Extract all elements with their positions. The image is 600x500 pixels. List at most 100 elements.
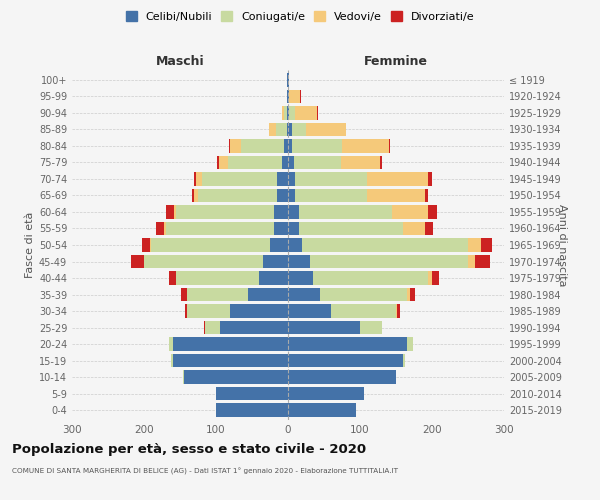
Bar [397, 304, 400, 318]
Bar [331, 304, 396, 318]
Bar [468, 238, 481, 252]
Bar [169, 338, 173, 350]
Bar [166, 206, 173, 218]
Bar [187, 288, 248, 301]
Y-axis label: Anni di nascita: Anni di nascita [557, 204, 567, 286]
Bar [432, 272, 439, 284]
Bar [176, 272, 259, 284]
Bar [302, 238, 468, 252]
Bar [299, 222, 403, 235]
Bar [288, 255, 310, 268]
Bar [185, 304, 187, 318]
Bar [176, 206, 274, 218]
Bar [288, 387, 364, 400]
Bar [295, 189, 367, 202]
Bar [288, 354, 403, 367]
Bar [288, 189, 295, 202]
Bar [187, 304, 230, 318]
Bar [299, 206, 392, 218]
Bar [313, 272, 428, 284]
Bar [295, 106, 317, 120]
Bar [277, 189, 288, 202]
Bar [468, 255, 475, 268]
Bar [320, 288, 407, 301]
Bar [284, 140, 288, 152]
Bar [481, 238, 492, 252]
Bar [288, 404, 356, 416]
Bar [164, 222, 166, 235]
Bar [274, 206, 288, 218]
Bar [288, 156, 294, 169]
Bar [144, 255, 263, 268]
Bar [277, 172, 288, 186]
Bar [166, 222, 274, 235]
Bar [131, 255, 144, 268]
Bar [270, 238, 288, 252]
Bar [248, 288, 288, 301]
Bar [263, 255, 288, 268]
Bar [288, 140, 292, 152]
Bar [241, 140, 284, 152]
Bar [288, 304, 331, 318]
Bar [230, 140, 241, 152]
Bar [294, 156, 341, 169]
Bar [184, 370, 288, 384]
Bar [360, 321, 382, 334]
Bar [392, 206, 428, 218]
Bar [288, 123, 292, 136]
Bar [288, 370, 396, 384]
Bar [259, 272, 288, 284]
Bar [202, 172, 277, 186]
Text: Femmine: Femmine [364, 56, 428, 68]
Bar [151, 238, 270, 252]
Bar [342, 140, 389, 152]
Bar [289, 106, 295, 120]
Legend: Celibi/Nubili, Coniugati/e, Vedovi/e, Divorziati/e: Celibi/Nubili, Coniugati/e, Vedovi/e, Di… [122, 8, 478, 25]
Bar [230, 304, 288, 318]
Y-axis label: Fasce di età: Fasce di età [25, 212, 35, 278]
Bar [341, 156, 380, 169]
Bar [288, 272, 313, 284]
Bar [281, 156, 288, 169]
Bar [142, 238, 151, 252]
Bar [428, 206, 437, 218]
Bar [292, 140, 342, 152]
Bar [288, 238, 302, 252]
Text: COMUNE DI SANTA MARGHERITA DI BELICE (AG) - Dati ISTAT 1° gennaio 2020 - Elabora: COMUNE DI SANTA MARGHERITA DI BELICE (AG… [12, 468, 398, 474]
Bar [274, 222, 288, 235]
Bar [380, 156, 382, 169]
Bar [292, 123, 306, 136]
Bar [155, 222, 164, 235]
Bar [288, 206, 299, 218]
Bar [407, 288, 410, 301]
Bar [227, 156, 281, 169]
Bar [389, 140, 390, 152]
Bar [288, 338, 407, 350]
Bar [276, 123, 287, 136]
Bar [289, 90, 300, 103]
Text: Maschi: Maschi [155, 56, 205, 68]
Bar [169, 272, 176, 284]
Bar [173, 354, 288, 367]
Bar [295, 172, 367, 186]
Bar [281, 106, 284, 120]
Bar [410, 288, 415, 301]
Bar [194, 189, 198, 202]
Bar [191, 189, 194, 202]
Bar [269, 123, 276, 136]
Bar [183, 370, 184, 384]
Bar [288, 106, 289, 120]
Bar [287, 90, 288, 103]
Bar [216, 387, 288, 400]
Bar [310, 255, 468, 268]
Bar [196, 172, 202, 186]
Text: Popolazione per età, sesso e stato civile - 2020: Popolazione per età, sesso e stato civil… [12, 442, 366, 456]
Bar [216, 404, 288, 416]
Bar [284, 106, 287, 120]
Bar [173, 338, 288, 350]
Bar [300, 90, 301, 103]
Bar [306, 123, 346, 136]
Bar [287, 74, 288, 86]
Bar [172, 354, 173, 367]
Bar [288, 74, 289, 86]
